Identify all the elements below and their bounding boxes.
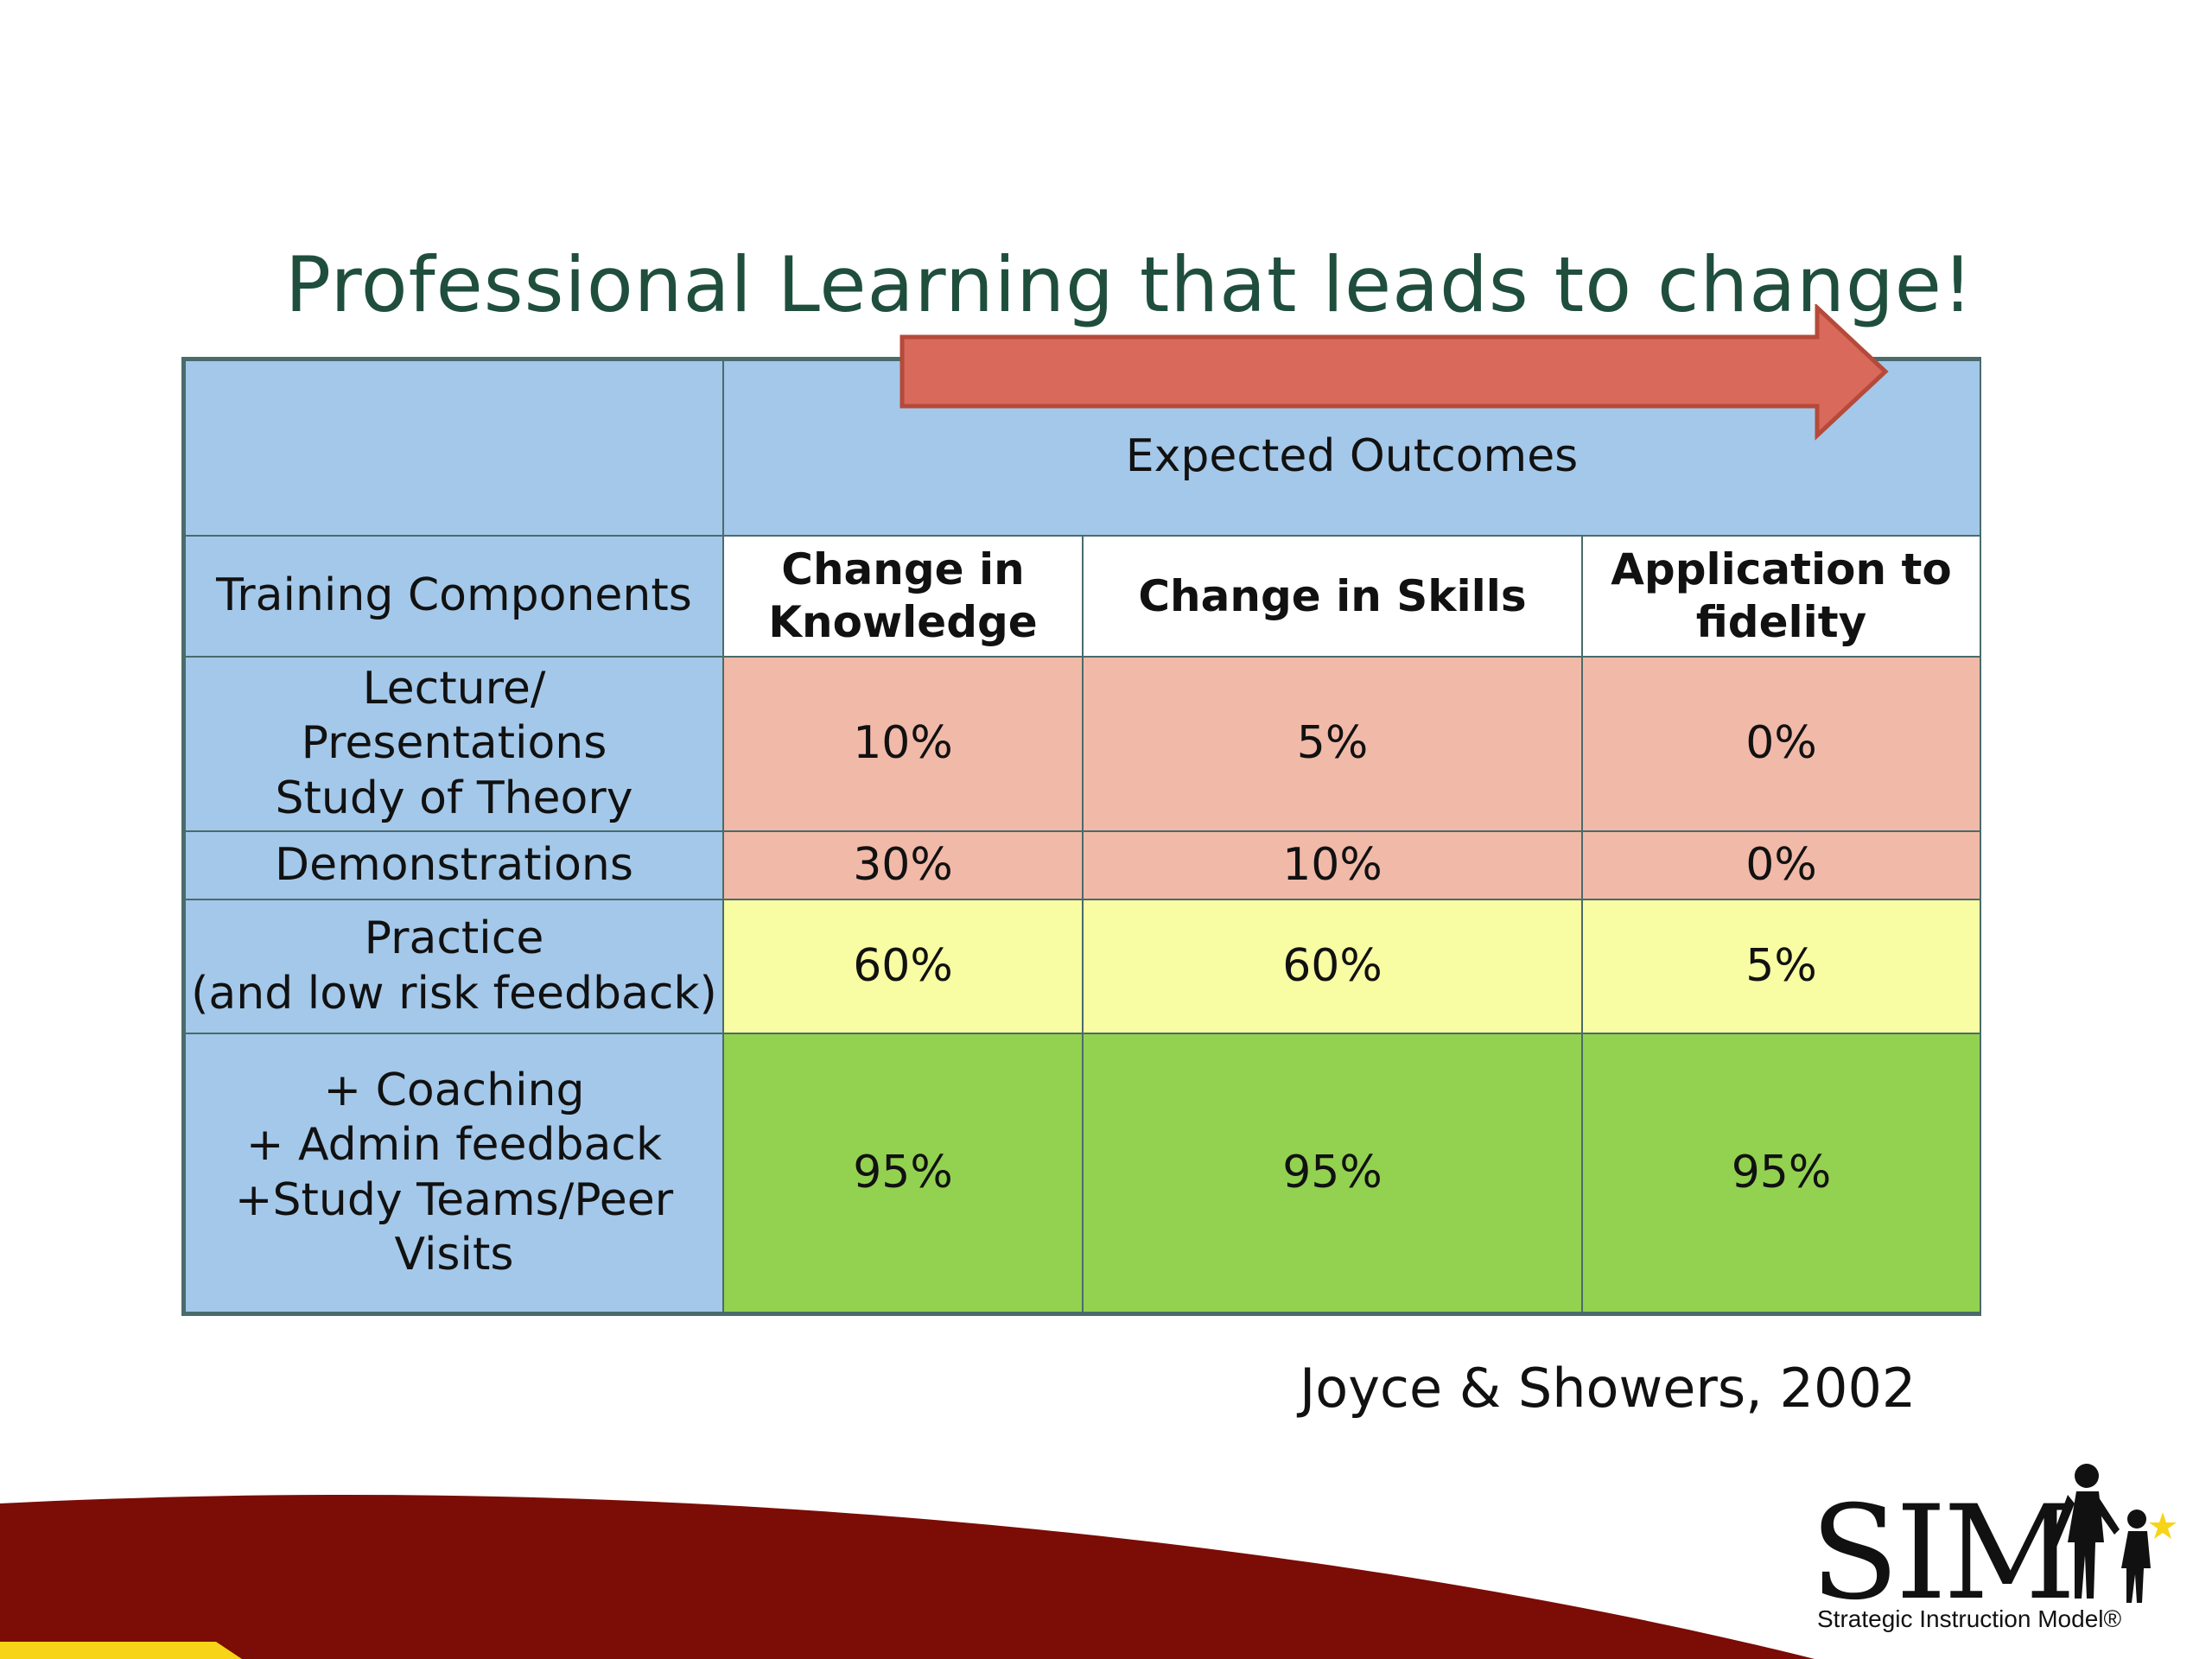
table-cell: 5% [1581,899,1981,1034]
slide-title: Professional Learning that leads to chan… [285,240,1974,329]
col-header-knowledge: Change in Knowledge [722,535,1084,658]
table-cell: 60% [1082,899,1583,1034]
col-header-skills: Change in Skills [1082,535,1583,658]
row-label-demonstrations: Demonstrations [184,830,724,900]
outcomes-table: Expected Outcomes Training Components Ch… [181,357,1981,1316]
row-label-practice: Practice (and low risk feedback) [184,899,724,1034]
table-corner-cell [184,359,724,537]
table-cell: 95% [1082,1033,1583,1313]
right-arrow-icon [899,304,1889,441]
logo-subtitle: Strategic Instruction Model® [1817,1605,2122,1632]
table-cell: 0% [1581,830,1981,900]
footer-banner [0,1495,1815,1659]
table-cell: 30% [722,830,1084,900]
table-cell: 0% [1581,656,1981,832]
table-cell: 5% [1082,656,1583,832]
row-label-coaching: + Coaching + Admin feedback +Study Teams… [184,1033,724,1313]
row-label-lecture: Lecture/ Presentations Study of Theory [184,656,724,832]
table-cell: 10% [722,656,1084,832]
people-figures-icon [2049,1464,2177,1603]
table-cell: 95% [722,1033,1084,1313]
sim-logo: SIM Strategic Instruction Model® [1810,1460,2190,1642]
expected-outcomes-label: Expected Outcomes [1125,429,1579,482]
table-cell: 10% [1082,830,1583,900]
training-components-header: Training Components [184,535,724,658]
col-header-fidelity: Application to fidelity [1581,535,1981,658]
table-cell: 60% [722,899,1084,1034]
citation: Joyce & Showers, 2002 [1300,1357,1916,1420]
table-cell: 95% [1581,1033,1981,1313]
logo-wordmark: SIM [1810,1478,2076,1629]
